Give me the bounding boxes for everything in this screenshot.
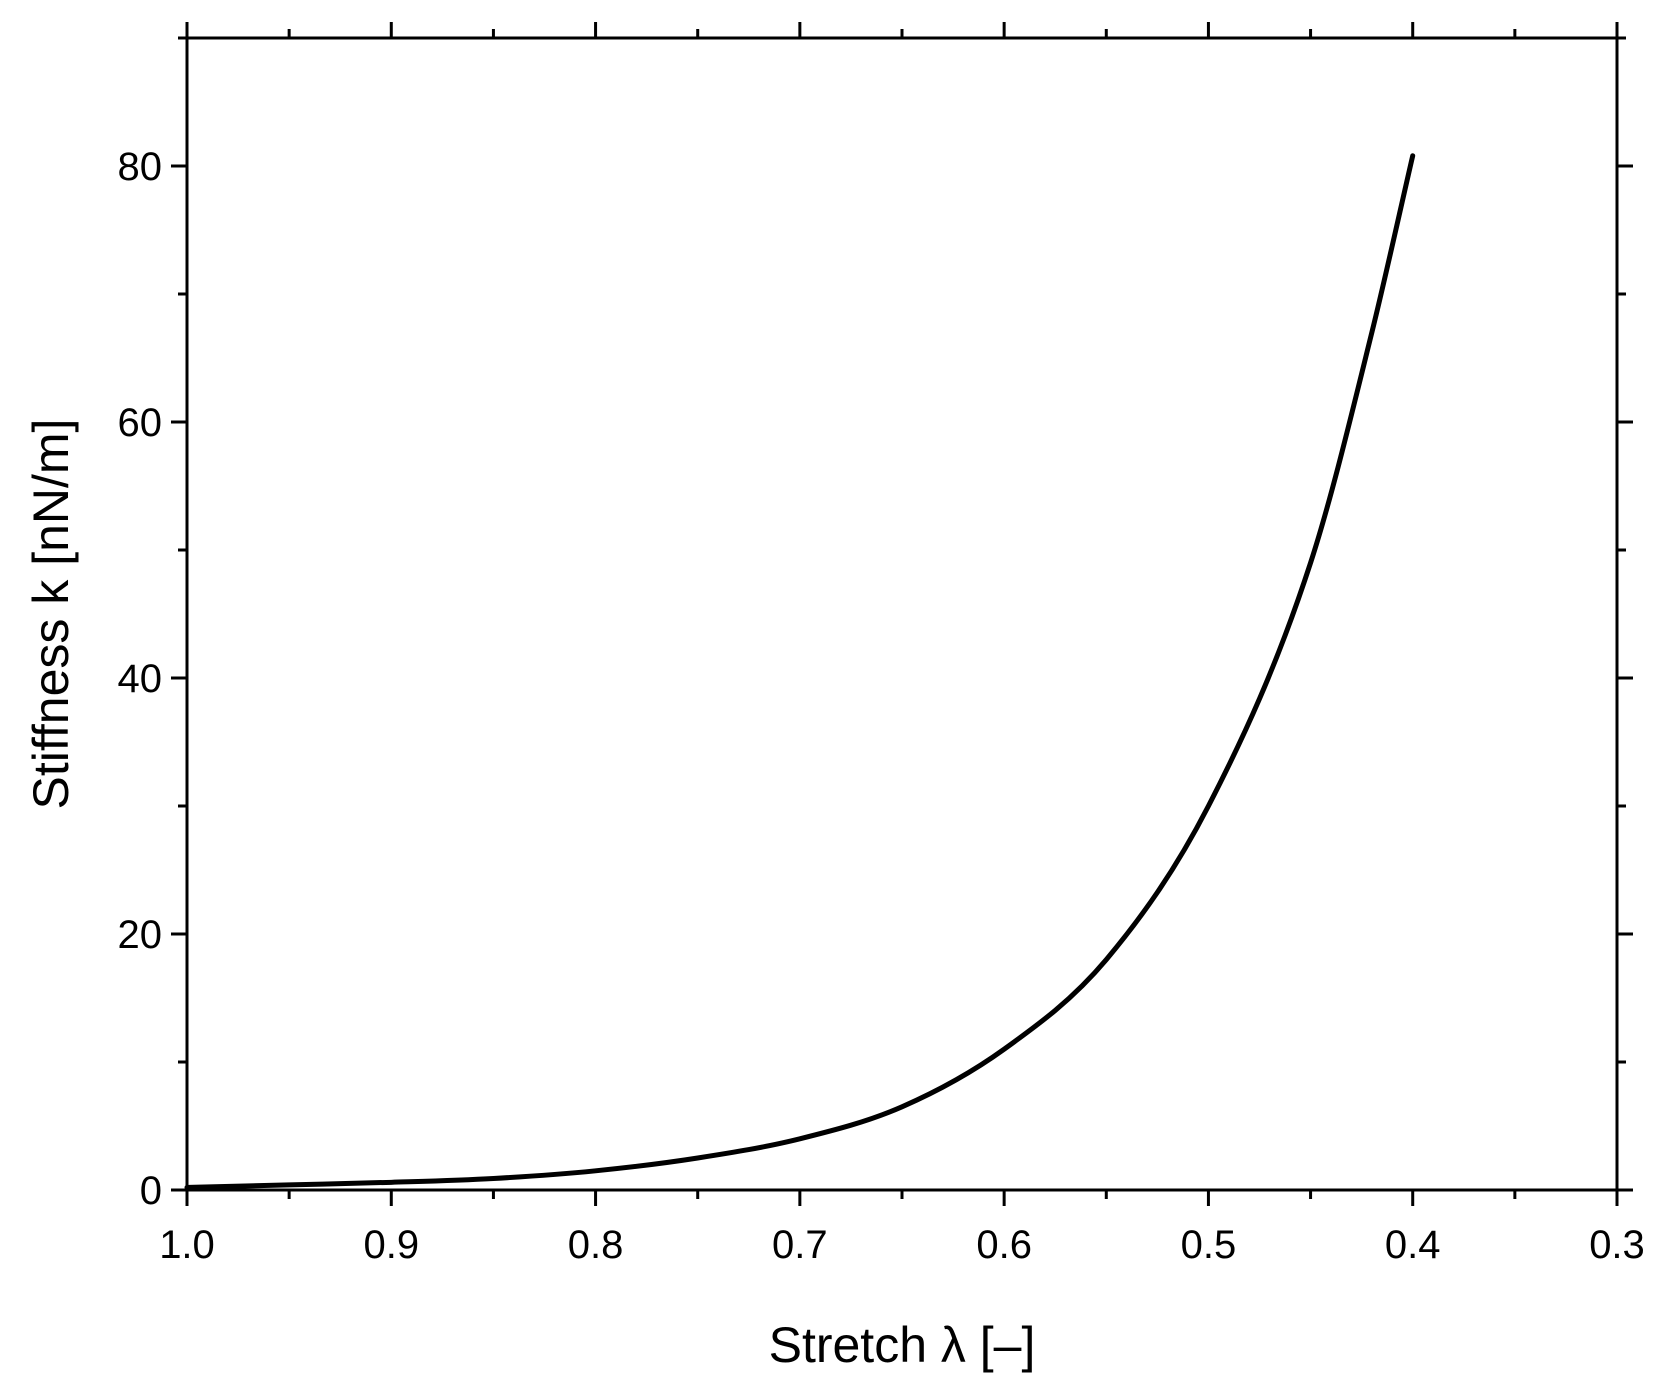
y-tick-label: 20: [118, 913, 163, 957]
y-tick-label: 60: [118, 401, 163, 445]
x-axis-title: Stretch λ [–]: [769, 1317, 1036, 1373]
x-tick-label: 0.6: [976, 1223, 1032, 1267]
x-tick-label: 0.8: [568, 1223, 624, 1267]
y-tick-label: 0: [140, 1169, 162, 1213]
x-tick-label: 0.5: [1181, 1223, 1237, 1267]
x-tick-label: 0.9: [363, 1223, 419, 1267]
stiffness-curve: [184, 153, 1416, 1190]
y-tick-label: 40: [118, 657, 163, 701]
x-tick-label: 0.3: [1589, 1223, 1645, 1267]
axis-tick-labels: 1.0 0.9 0.8 0.7 0.6 0.5 0.4 0.3 0 20 40 60 80: [118, 145, 1645, 1267]
plot-frame: [185, 36, 1619, 1192]
y-tick-label: 80: [118, 145, 163, 189]
y-axis-title: Stiffness k [nN/m]: [23, 419, 79, 810]
x-tick-label: 0.7: [772, 1223, 828, 1267]
x-tick-label: 0.4: [1385, 1223, 1441, 1267]
x-tick-label: 1.0: [159, 1223, 215, 1267]
